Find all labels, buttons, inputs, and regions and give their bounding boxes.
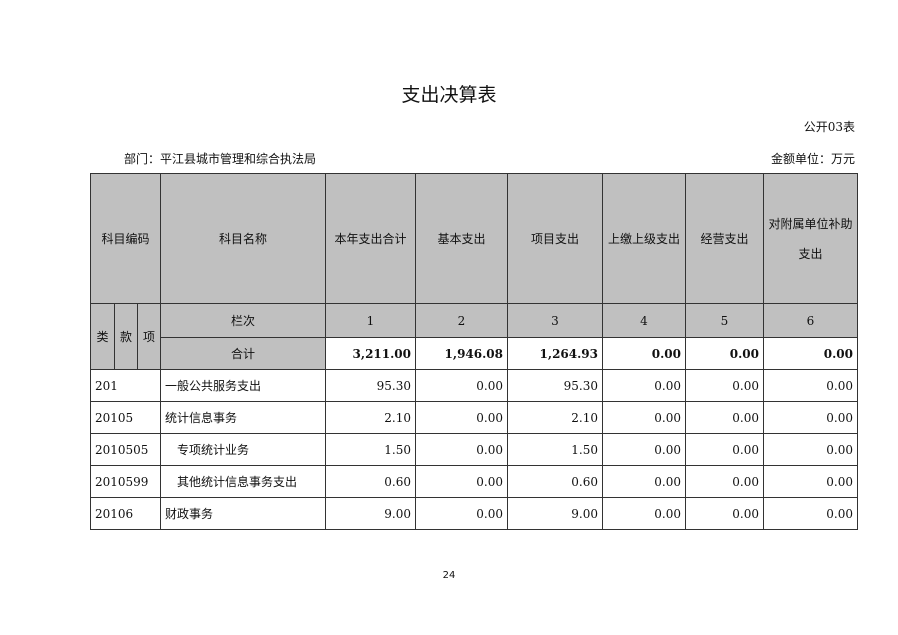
subject-code: 2010599 <box>90 465 161 498</box>
amount-cell: 0.00 <box>763 433 858 466</box>
total-value: 0.00 <box>602 337 686 370</box>
header-kuan: 款 <box>114 303 138 370</box>
col-index-2: 2 <box>415 303 508 338</box>
amount-cell: 0.00 <box>763 401 858 434</box>
amount-cell: 0.00 <box>602 497 686 530</box>
header-code: 科目编码 <box>90 173 161 304</box>
amount-cell: 0.00 <box>685 497 764 530</box>
department-label: 部门：平江县城市管理和综合执法局 <box>124 152 317 166</box>
amount-cell: 0.00 <box>415 465 508 498</box>
amount-cell: 0.00 <box>763 497 858 530</box>
table-row: 20106 财政事务 9.00 0.00 9.00 0.00 0.00 0.00 <box>90 497 858 530</box>
amount-cell: 0.00 <box>415 433 508 466</box>
amount-cell: 9.00 <box>325 497 416 530</box>
header-total: 本年支出合计 <box>325 173 416 304</box>
amount-cell: 0.00 <box>602 401 686 434</box>
amount-cell: 0.00 <box>685 433 764 466</box>
header-subsidy: 对附属单位补助支出 <box>763 173 858 304</box>
subject-name: 其他统计信息事务支出 <box>160 465 326 498</box>
header-upper: 上缴上级支出 <box>602 173 686 304</box>
amount-cell: 1.50 <box>325 433 416 466</box>
col-index-6: 6 <box>763 303 858 338</box>
header-name: 科目名称 <box>160 173 326 304</box>
amount-cell: 0.00 <box>602 433 686 466</box>
expenditure-table: 科目编码 科目名称 本年支出合计 基本支出 项目支出 上缴上级支出 经营支出 对… <box>90 173 858 530</box>
amount-cell: 9.00 <box>507 497 603 530</box>
total-value: 1,946.08 <box>415 337 508 370</box>
amount-cell: 95.30 <box>325 369 416 402</box>
col-index-1: 1 <box>325 303 416 338</box>
amount-cell: 0.60 <box>507 465 603 498</box>
amount-cell: 0.00 <box>415 497 508 530</box>
subject-code: 2010505 <box>90 433 161 466</box>
table-row: 2010599 其他统计信息事务支出 0.60 0.00 0.60 0.00 0.00 0.0… <box>90 465 858 498</box>
header-basic: 基本支出 <box>415 173 508 304</box>
amount-cell: 1.50 <box>507 433 603 466</box>
amount-cell: 2.10 <box>507 401 603 434</box>
column-index-row: 类 款 项 栏次 1 2 3 4 5 6 <box>90 303 858 370</box>
header-project: 项目支出 <box>507 173 603 304</box>
subject-code: 20106 <box>90 497 161 530</box>
total-label: 合计 <box>160 337 326 370</box>
header-xiang: 项 <box>137 303 161 370</box>
page-number: 24 <box>442 570 456 581</box>
header-business: 经营支出 <box>685 173 764 304</box>
header-lei: 类 <box>90 303 115 370</box>
amount-cell: 0.00 <box>685 401 764 434</box>
subject-code: 201 <box>90 369 161 402</box>
amount-cell: 95.30 <box>507 369 603 402</box>
form-number: 公开03表 <box>803 120 855 134</box>
total-value: 3,211.00 <box>325 337 416 370</box>
page-title: 支出决算表 <box>401 84 497 106</box>
amount-cell: 0.00 <box>415 401 508 434</box>
subject-code: 20105 <box>90 401 161 434</box>
col-index-4: 4 <box>602 303 686 338</box>
amount-cell: 0.00 <box>763 465 858 498</box>
table-row: 20105 统计信息事务 2.10 0.00 2.10 0.00 0.00 0.00 <box>90 401 858 434</box>
amount-cell: 0.00 <box>415 369 508 402</box>
col-index-3: 3 <box>507 303 603 338</box>
table-row: 201 一般公共服务支出 95.30 0.00 95.30 0.00 0.00 0.00 <box>90 369 858 402</box>
subject-name: 专项统计业务 <box>160 433 326 466</box>
total-value: 0.00 <box>685 337 764 370</box>
subject-name: 财政事务 <box>160 497 326 530</box>
total-value: 0.00 <box>763 337 858 370</box>
amount-cell: 0.60 <box>325 465 416 498</box>
header-lanci: 栏次 <box>160 303 326 338</box>
amount-cell: 0.00 <box>602 465 686 498</box>
table-row: 2010505 专项统计业务 1.50 0.00 1.50 0.00 0.00 0.00 <box>90 433 858 466</box>
amount-cell: 2.10 <box>325 401 416 434</box>
amount-cell: 0.00 <box>685 465 764 498</box>
col-index-5: 5 <box>685 303 764 338</box>
amount-cell: 0.00 <box>685 369 764 402</box>
total-row: 合计 3,211.00 1,946.08 1,264.93 0.00 0.00 … <box>91 337 858 370</box>
unit-label: 金额单位：万元 <box>770 152 855 166</box>
amount-cell: 0.00 <box>602 369 686 402</box>
header-row: 科目编码 科目名称 本年支出合计 基本支出 项目支出 上缴上级支出 经营支出 对… <box>90 173 858 304</box>
subject-name: 统计信息事务 <box>160 401 326 434</box>
amount-cell: 0.00 <box>763 369 858 402</box>
total-value: 1,264.93 <box>507 337 603 370</box>
subject-name: 一般公共服务支出 <box>160 369 326 402</box>
